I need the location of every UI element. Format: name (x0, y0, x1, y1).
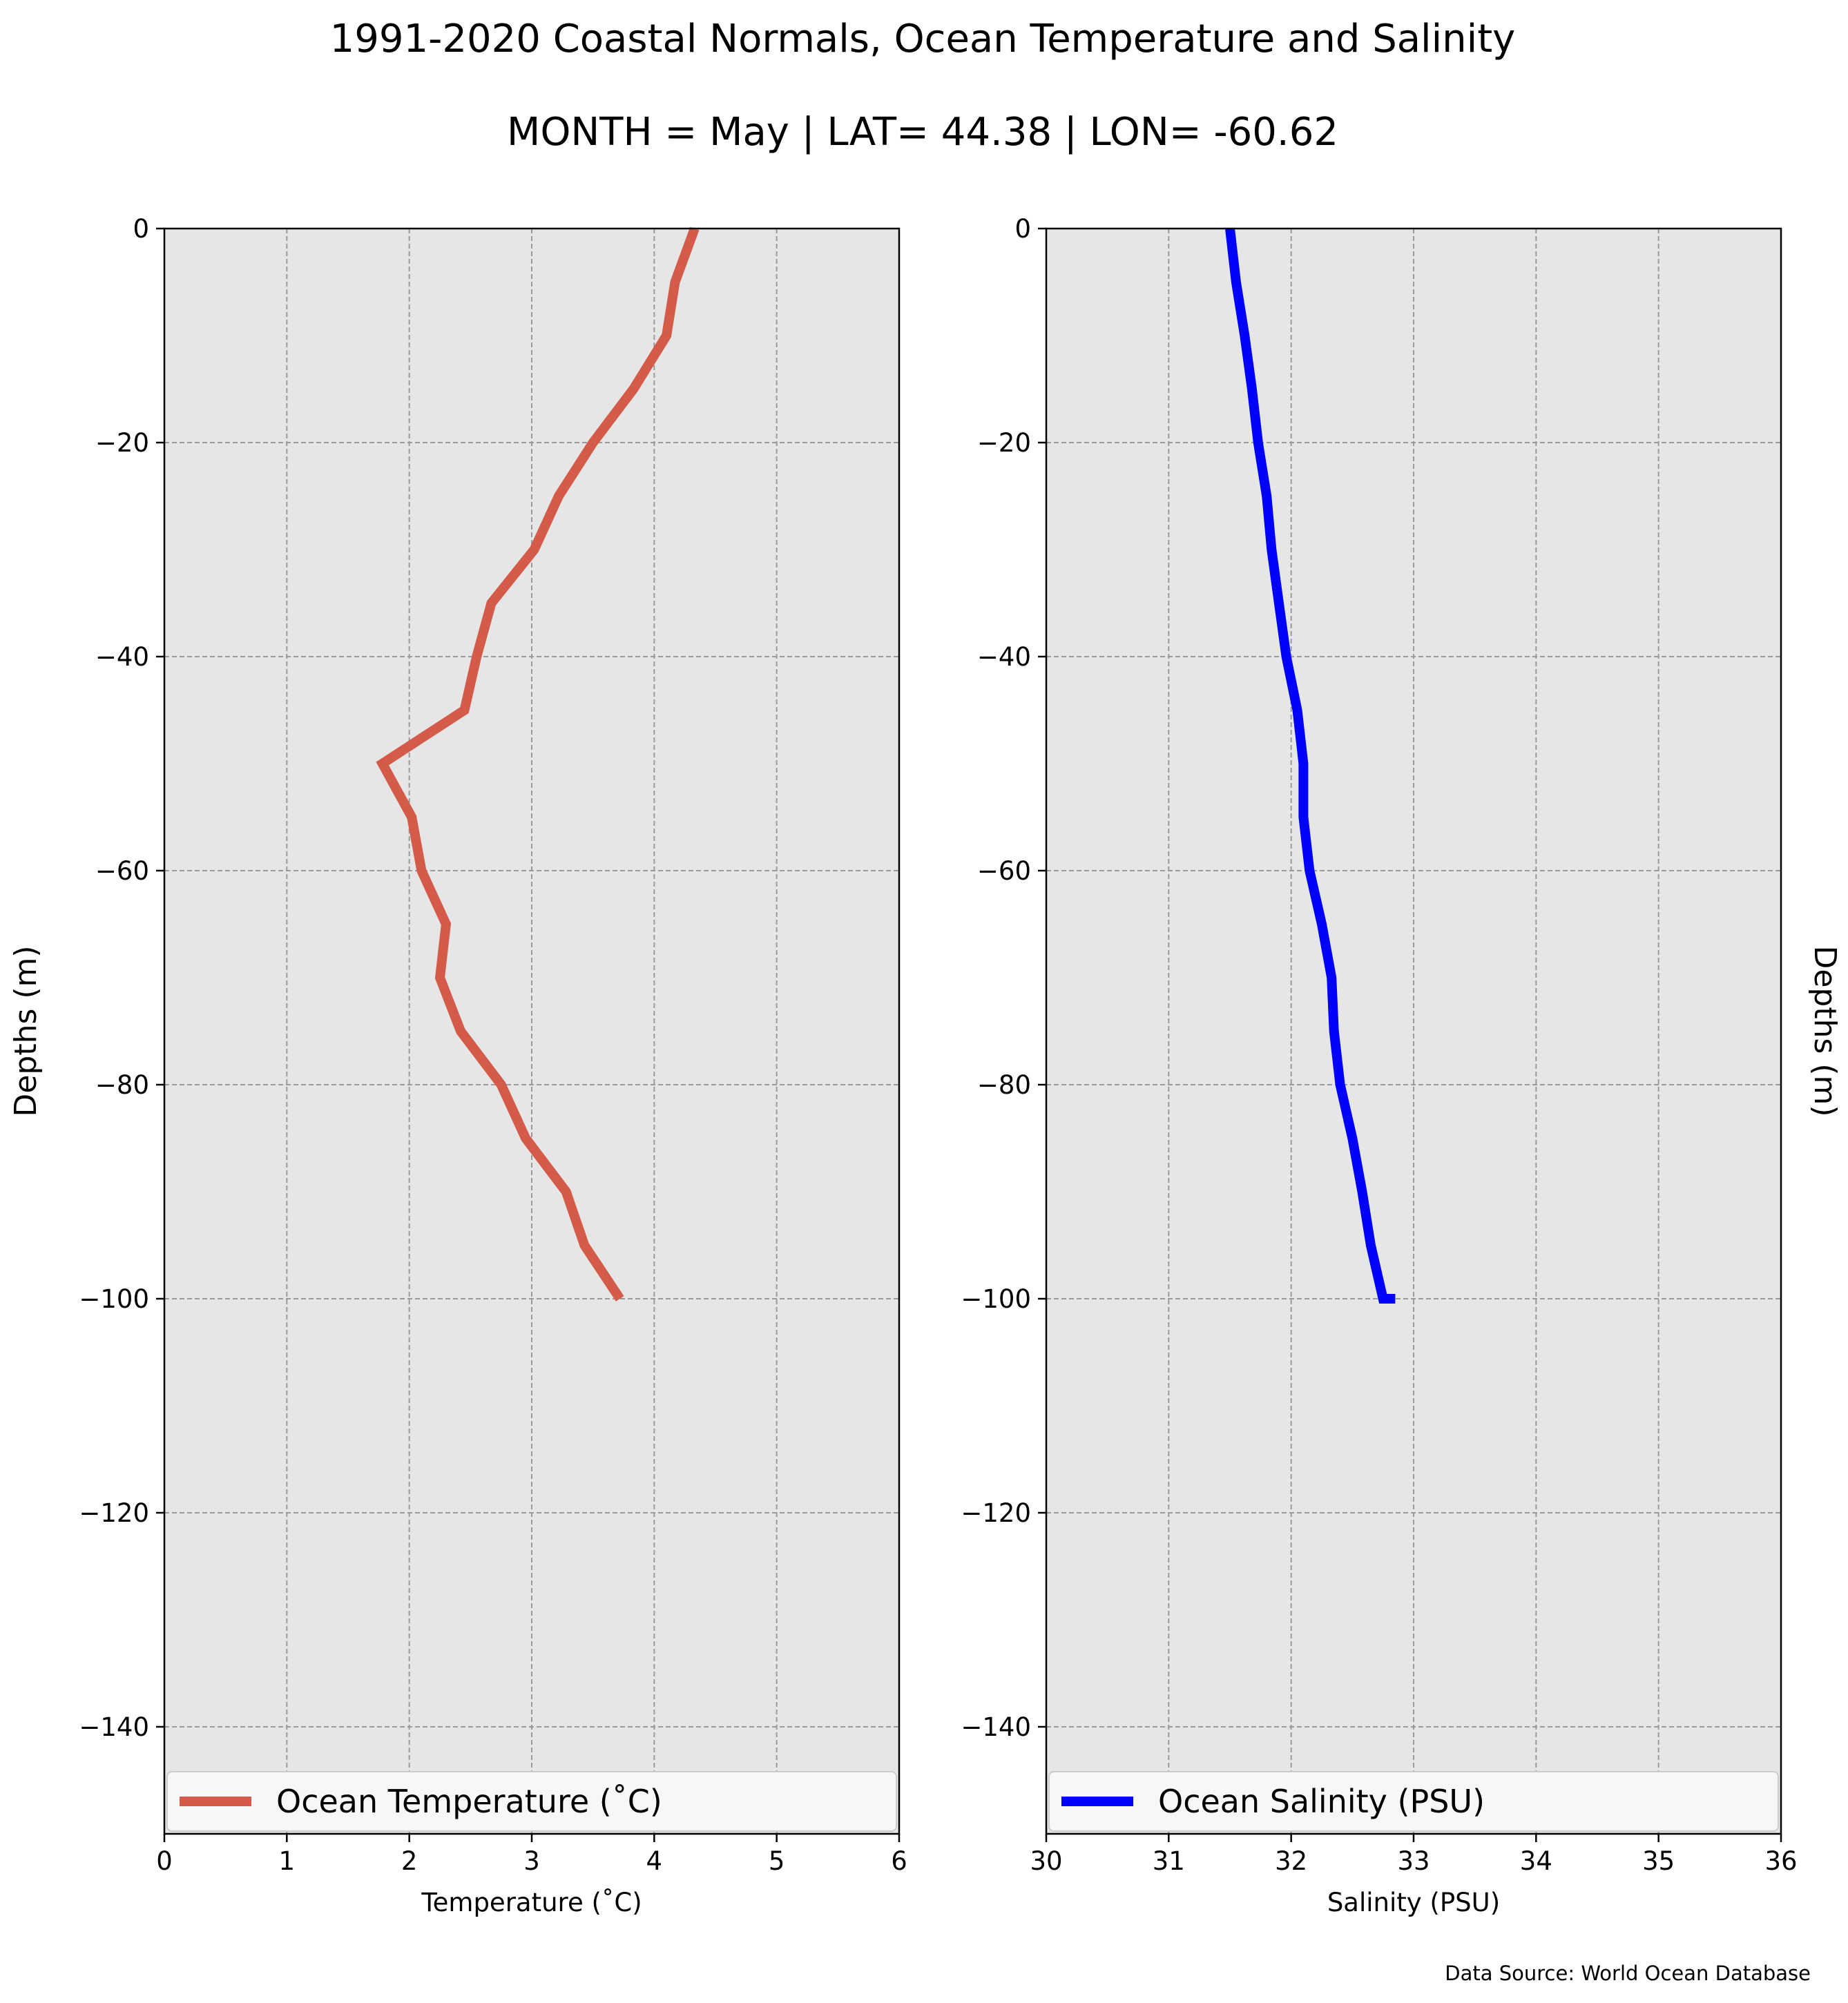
salinity-ytick-label: 0 (1014, 214, 1031, 244)
temperature-ytick-label: −60 (95, 856, 149, 886)
temperature-xtick-label: 6 (891, 1846, 907, 1876)
salinity-panel: Ocean Salinity (PSU) 30 31 32 33 34 35 36 0 −20 −4… (961, 214, 1842, 1917)
temperature-ytick-label: −100 (79, 1284, 149, 1314)
temperature-ytick-label: 0 (133, 214, 149, 244)
temperature-legend: Ocean Temperature (˚C) (166, 1771, 897, 1832)
salinity-xtick-label: 34 (1520, 1846, 1552, 1876)
salinity-legend-box (1048, 1771, 1779, 1832)
salinity-ytick-label: −60 (977, 856, 1031, 886)
salinity-ytick-label: −120 (961, 1498, 1031, 1528)
salinity-xtick-label: 33 (1397, 1846, 1430, 1876)
salinity-legend-label: Ocean Salinity (PSU) (1158, 1783, 1485, 1820)
temperature-legend-label: Ocean Temperature (˚C) (276, 1783, 662, 1820)
temperature-xtick-label: 5 (769, 1846, 785, 1876)
salinity-legend: Ocean Salinity (PSU) (1048, 1771, 1779, 1832)
temperature-legend-box (166, 1771, 897, 1832)
salinity-series-line (1225, 228, 1396, 1304)
temperature-ytick-label: −80 (95, 1070, 149, 1100)
salinity-ytick-label: −20 (977, 428, 1031, 458)
temperature-xtick-label: 2 (401, 1846, 418, 1876)
temperature-xtick-label: 4 (646, 1846, 663, 1876)
salinity-ytick-label: −40 (977, 642, 1031, 672)
temperature-xaxis-label: Temperature (˚C) (421, 1888, 642, 1917)
salinity-xtick-label: 35 (1642, 1846, 1675, 1876)
data-source-note: Data Source: World Ocean Database (1445, 1962, 1811, 1985)
temperature-xtick-label: 0 (156, 1846, 173, 1876)
chart-subtitle: MONTH = May | LAT= 44.38 | LON= -60.62 (507, 110, 1338, 155)
salinity-xaxis-label: Salinity (PSU) (1327, 1888, 1500, 1917)
salinity-xtick-label: 31 (1153, 1846, 1185, 1876)
chart-title: 1991-2020 Coastal Normals, Ocean Tempera… (330, 17, 1516, 61)
salinity-plot-area (1046, 229, 1781, 1834)
temperature-series-line (376, 226, 700, 1302)
salinity-xtick-label: 30 (1030, 1846, 1062, 1876)
salinity-ytick-label: −140 (961, 1712, 1031, 1742)
temperature-ytick-label: −20 (95, 428, 149, 458)
temperature-ytick-label: −40 (95, 642, 149, 672)
temperature-xtick-label: 3 (523, 1846, 540, 1876)
temperature-panel: Ocean Temperature (˚C) 0 1 2 3 4 5 6 0 −20 −40 −60 −… (8, 214, 907, 1917)
temperature-plot-area (164, 229, 899, 1834)
temperature-ytick-label: −120 (79, 1498, 149, 1528)
salinity-yaxis-label: Depths (m) (1807, 945, 1842, 1116)
salinity-ytick-label: −80 (977, 1070, 1031, 1100)
temperature-xtick-label: 1 (279, 1846, 296, 1876)
salinity-ytick-label: −100 (961, 1284, 1031, 1314)
temperature-ytick-label: −140 (79, 1712, 149, 1742)
salinity-xtick-label: 32 (1275, 1846, 1307, 1876)
salinity-xtick-label: 36 (1764, 1846, 1797, 1876)
temperature-yaxis-label: Depths (m) (8, 945, 44, 1116)
